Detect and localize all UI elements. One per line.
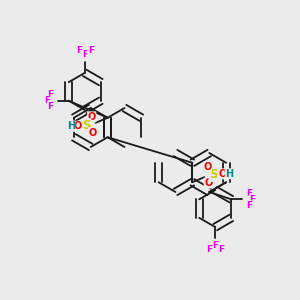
Text: F: F xyxy=(212,241,218,250)
Text: F: F xyxy=(45,96,51,105)
Text: F: F xyxy=(246,201,252,210)
Text: O: O xyxy=(88,112,96,122)
Text: H: H xyxy=(225,169,233,179)
Text: F: F xyxy=(246,189,252,198)
Text: F: F xyxy=(82,50,88,59)
Text: S: S xyxy=(209,168,218,181)
Text: F: F xyxy=(48,102,54,111)
Text: S: S xyxy=(82,119,91,132)
Text: H: H xyxy=(67,121,75,131)
Text: O: O xyxy=(88,128,97,138)
Text: F: F xyxy=(88,46,94,55)
Text: O: O xyxy=(74,121,82,131)
Text: F: F xyxy=(206,245,212,254)
Text: O: O xyxy=(218,169,226,179)
Text: F: F xyxy=(218,245,224,254)
Text: O: O xyxy=(204,178,212,188)
Text: F: F xyxy=(76,46,82,55)
Text: F: F xyxy=(48,90,54,99)
Text: O: O xyxy=(203,162,211,172)
Text: F: F xyxy=(249,195,255,204)
